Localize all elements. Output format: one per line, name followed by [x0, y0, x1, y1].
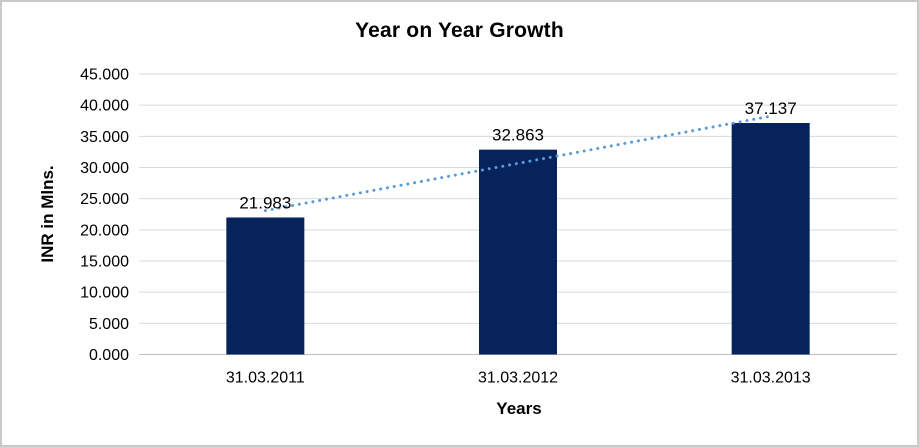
bar [731, 123, 810, 355]
y-tick-label: 30.000 [80, 160, 129, 177]
x-category-label: 31.03.2011 [226, 370, 305, 387]
x-category-label: 31.03.2013 [731, 370, 811, 387]
bar-data-label: 37.137 [745, 99, 797, 118]
y-tick-label: 10.000 [80, 285, 129, 302]
x-category-label: 31.03.2012 [478, 370, 558, 387]
y-tick-label: 0.000 [89, 347, 129, 364]
y-tick-label: 15.000 [80, 254, 129, 271]
y-tick-label: 35.000 [80, 129, 129, 146]
y-tick-label: 25.000 [80, 191, 129, 208]
bar-data-label: 21.983 [239, 193, 291, 212]
y-tick-label: 40.000 [80, 98, 129, 115]
y-axis-title: INR in Mlns. [38, 165, 57, 263]
y-tick-label: 20.000 [80, 222, 129, 239]
bar [479, 149, 557, 355]
chart-title: Year on Year Growth [355, 19, 564, 42]
bar [226, 217, 305, 355]
bar-data-label: 32.863 [492, 126, 544, 145]
y-tick-label: 45.000 [80, 67, 129, 84]
y-tick-label: 5.000 [89, 316, 129, 333]
x-axis-title: Years [496, 399, 542, 418]
trendline [263, 114, 773, 213]
